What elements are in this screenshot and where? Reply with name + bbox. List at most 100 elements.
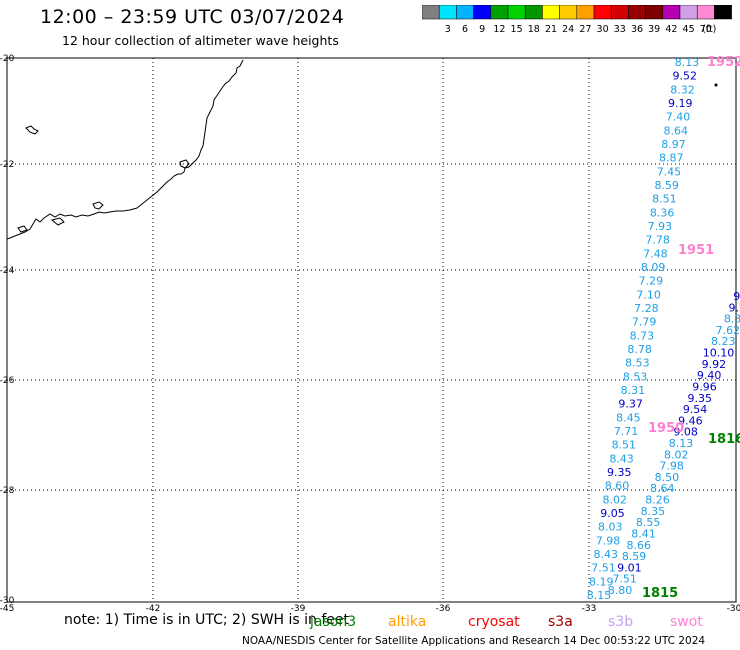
colorbar-tick-label: 6 bbox=[462, 24, 468, 35]
wave-height-label: 8.55 bbox=[636, 516, 661, 529]
lat-tick-label: -30 bbox=[0, 596, 15, 606]
credit-line: NOAA/NESDIS Center for Satellite Applica… bbox=[242, 635, 706, 647]
lat-tick-label: -28 bbox=[0, 486, 15, 496]
colorbar-tick-label: 33 bbox=[614, 24, 626, 35]
wave-height-label: 7.45 bbox=[657, 165, 682, 178]
wave-height-labels: 8.139.528.329.197.408.648.978.877.458.59… bbox=[587, 56, 740, 602]
island-path bbox=[25, 125, 39, 135]
wave-height-label: 9.2 bbox=[729, 301, 740, 314]
wave-height-label: 9.05 bbox=[600, 507, 625, 520]
wave-height-label: 7.71 bbox=[614, 425, 639, 438]
wave-height-label: 8.53 bbox=[623, 370, 648, 383]
wave-height-label: 8.45 bbox=[616, 411, 641, 424]
wave-height-label: 8.50 bbox=[655, 471, 680, 484]
wave-height-label: 9.96 bbox=[692, 380, 717, 393]
wave-height-label: 7.51 bbox=[612, 573, 637, 586]
colorbar-tick-label: 21 bbox=[545, 24, 557, 35]
wave-height-label: 9.54 bbox=[683, 403, 708, 416]
colorbar-tick-label: 3 bbox=[445, 24, 451, 35]
wave-height-label: 8.32 bbox=[670, 83, 695, 96]
wave-height-label: 8.02 bbox=[664, 448, 689, 461]
wave-height-label: 7.98 bbox=[659, 460, 684, 473]
satellite-legend-altika: altika bbox=[388, 614, 426, 630]
wave-height-label: 10.10 bbox=[703, 347, 735, 360]
satellite-legend-jason3: jason3 bbox=[309, 614, 356, 630]
colorbar-tick-label: 45 bbox=[683, 24, 695, 35]
wave-height-label: 7.79 bbox=[632, 316, 657, 329]
colorbar-tick-label: 15 bbox=[511, 24, 523, 35]
satellite-legend-cryosat: cryosat bbox=[468, 614, 520, 630]
colorbar-tick-label: 12 bbox=[493, 24, 505, 35]
colorbar-units: (ft) bbox=[702, 24, 716, 35]
wave-height-label: 8.09 bbox=[641, 261, 666, 274]
wave-height-label: 7.51 bbox=[591, 562, 616, 575]
wave-height-label: 8.03 bbox=[598, 521, 623, 534]
wave-height-label: 9.08 bbox=[673, 426, 698, 439]
wave-height-label: 8.73 bbox=[630, 329, 655, 342]
colorbar-tick-label: 24 bbox=[562, 24, 574, 35]
wave-height-label: 7.62 bbox=[716, 324, 740, 337]
wave-height-label: 7.10 bbox=[636, 288, 661, 301]
data-point-dot bbox=[714, 83, 718, 87]
colorbar-tick-label: 9 bbox=[479, 24, 485, 35]
colorbar-tick-label: 36 bbox=[631, 24, 643, 35]
wave-height-label: 8.31 bbox=[621, 384, 646, 397]
wave-height-label: 9.35 bbox=[688, 392, 713, 405]
wave-height-label: 8.41 bbox=[631, 527, 656, 540]
wave-height-label: 7.28 bbox=[634, 302, 659, 315]
wave-height-label: 8.23 bbox=[711, 335, 736, 348]
wave-height-label: 8.43 bbox=[609, 452, 634, 465]
time-mark-label: 1816 bbox=[708, 432, 740, 447]
wave-height-label: 8.64 bbox=[650, 482, 675, 495]
coastline bbox=[6, 59, 244, 240]
wave-height-label: 8.43 bbox=[594, 548, 619, 561]
colorbar-swatch bbox=[714, 5, 732, 20]
island-path bbox=[92, 201, 104, 210]
wave-height-label: 8.51 bbox=[652, 193, 677, 206]
island-path bbox=[50, 217, 65, 226]
wave-height-label: 7.98 bbox=[596, 534, 621, 547]
lat-tick-label: -26 bbox=[0, 376, 15, 386]
satellite-legend-s3b: s3b bbox=[608, 614, 633, 630]
wave-height-colorbar: 3 6 9 12 15 18 21 24 27 30 33 36 39 42 45 70(ft) bbox=[422, 5, 732, 35]
wave-height-label: 8.26 bbox=[645, 494, 670, 507]
wave-height-label: 8.60 bbox=[605, 480, 630, 493]
wave-height-label: 8.13 bbox=[675, 56, 700, 69]
wave-height-label: 8.59 bbox=[622, 550, 647, 563]
lat-tick-label: -20 bbox=[0, 54, 15, 64]
wave-height-label: 7.48 bbox=[643, 247, 668, 260]
wave-height-label: 8.15 bbox=[587, 589, 612, 602]
wave-height-label: 7.78 bbox=[645, 234, 670, 247]
wave-height-label: 9.19 bbox=[668, 97, 693, 110]
wave-height-label: 7.93 bbox=[648, 220, 673, 233]
wave-height-label: 8.02 bbox=[603, 493, 628, 506]
coastline-path bbox=[6, 59, 244, 240]
wave-height-label: 9.37 bbox=[618, 398, 643, 411]
lat-tick-label: -22 bbox=[0, 160, 14, 170]
colorbar-tick-label: 27 bbox=[579, 24, 591, 35]
time-mark-label: 1951 bbox=[678, 243, 714, 258]
wave-height-label: 8.13 bbox=[669, 437, 694, 450]
lon-tick-label: -39 bbox=[291, 604, 306, 614]
island-path bbox=[17, 225, 28, 233]
colorbar-tick-label: 18 bbox=[528, 24, 540, 35]
lat-tick-label: -24 bbox=[0, 266, 15, 276]
satellite-legend-s3a: s3a bbox=[548, 614, 573, 630]
wave-height-label: 8.59 bbox=[654, 179, 679, 192]
map-frame bbox=[6, 57, 737, 603]
lon-tick-label: -30 bbox=[727, 604, 740, 614]
wave-height-label: 8.66 bbox=[627, 539, 652, 552]
satellite-legend: jason3 altika cryosat s3a s3b swot bbox=[309, 614, 703, 630]
wave-height-label: 9.01 bbox=[617, 561, 642, 574]
wave-height-label: 8.87 bbox=[659, 152, 684, 165]
wave-height-label: 7.29 bbox=[639, 275, 664, 288]
wave-height-label: 8.19 bbox=[589, 575, 614, 588]
time-mark-labels: 1952 1951 1950 1816 1815 bbox=[642, 55, 740, 601]
wave-height-label: 8.97 bbox=[661, 138, 686, 151]
wave-height-label: 8.80 bbox=[608, 584, 633, 597]
wave-height-label: 9.46 bbox=[678, 414, 703, 427]
colorbar-tick-label: 30 bbox=[597, 24, 609, 35]
footer-note: note: 1) Time is in UTC; 2) SWH is in fe… bbox=[64, 612, 350, 628]
wave-height-label: 8.36 bbox=[650, 206, 675, 219]
